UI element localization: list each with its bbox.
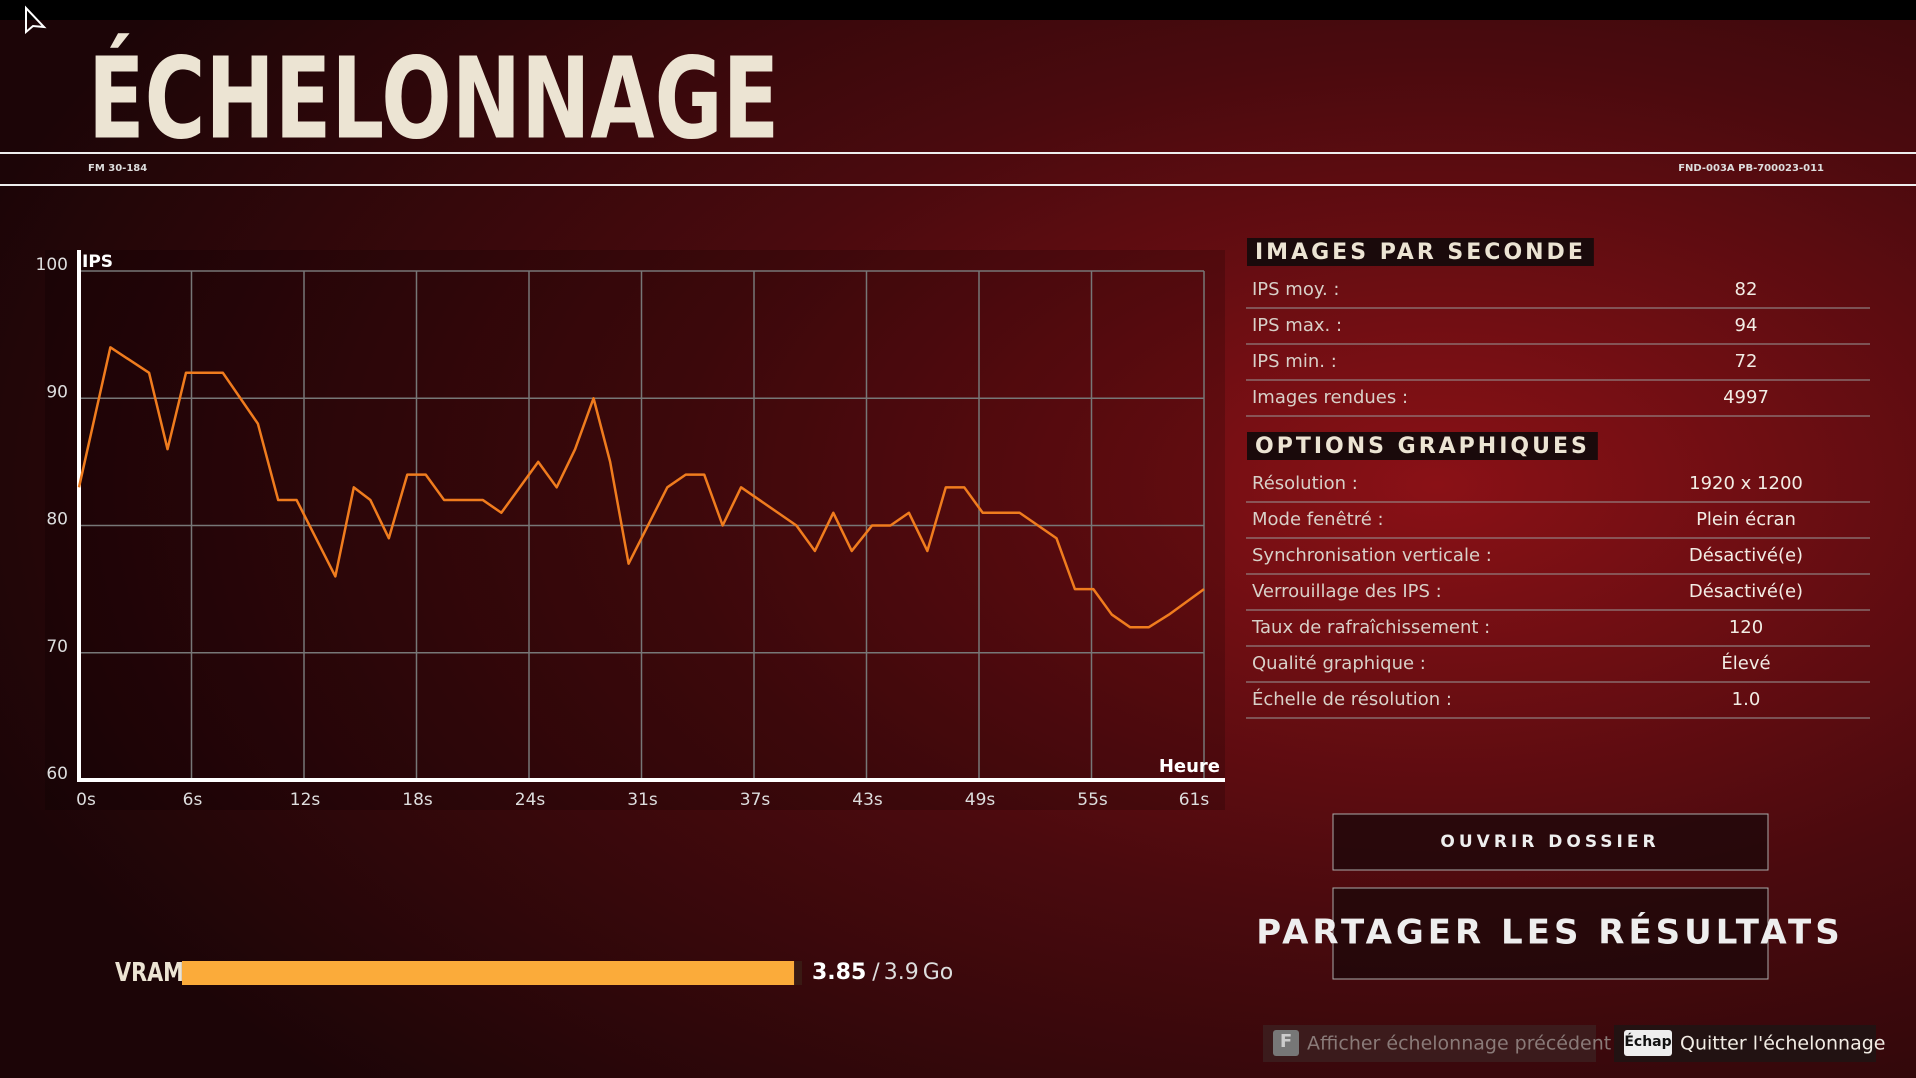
x-tick-label: 37s [740,790,771,810]
key-cap[interactable] [1624,1030,1672,1056]
key-cap[interactable] [1273,1030,1299,1056]
row-value: 1.0 [1732,689,1761,710]
section-header: IMAGES PAR SECONDE [1255,240,1586,265]
x-tick-label: 24s [515,790,546,810]
row-label: Résolution : [1252,473,1358,494]
row-value: Plein écran [1696,509,1796,530]
x-tick-label: 0s [76,790,96,810]
code-left: FM 30-184 [88,163,147,174]
row-value: Désactivé(e) [1689,545,1803,566]
top-bar [0,0,1916,20]
row-label: Mode fenêtré : [1252,509,1384,530]
row-label: Images rendues : [1252,387,1408,408]
x-tick-label: 12s [290,790,321,810]
x-axis-label: Heure [1159,756,1220,777]
y-tick-label: 60 [46,764,68,784]
row-label: Synchronisation verticale : [1252,545,1492,566]
row-value: 120 [1729,617,1763,638]
chart-panel [45,250,1225,810]
row-value: 82 [1735,279,1758,300]
vram-value: / [872,960,880,985]
row-value: 72 [1735,351,1758,372]
row-label: IPS min. : [1252,351,1337,372]
button-label[interactable]: OUVRIR DOSSIER [1440,832,1659,852]
section-header-bg [1247,432,1598,460]
page-title: ÉCHELONNAGE [88,34,779,165]
section-header-bg [1247,238,1594,266]
cursor [25,5,47,35]
vram-value: 3.9 [884,960,919,985]
row-label: IPS moy. : [1252,279,1339,300]
y-tick-label: 70 [46,637,68,657]
stats-panel: IMAGES PAR SECONDE IPS moy. : 82 IPS max. :… [1246,238,1870,719]
hint-label[interactable]: Quitter l'échelonnage [1680,1033,1885,1055]
x-tick-label: 6s [183,790,203,810]
vram-label: VRAM [115,957,184,988]
chart: 60 70 80 90 100 0s 6s 12s 18s 24s 31s 37s 43s 49s 55s 6… [36,250,1225,810]
hint-label[interactable]: Afficher échelonnage précédent [1307,1033,1611,1055]
row-label: Qualité graphique : [1252,653,1426,674]
button[interactable] [1332,887,1769,980]
key-label[interactable]: F [1280,1031,1292,1052]
row-label: Taux de rafraîchissement : [1251,617,1490,638]
vram-text: 3.85/3.9 Go [812,960,953,985]
row-value: 1920 x 1200 [1689,473,1803,494]
x-tick-label: 49s [965,790,996,810]
y-tick-label: 80 [46,510,68,530]
x-tick-label: 61s [1179,790,1210,810]
code-right: FND-003A PB-700023-011 [1678,163,1824,174]
row-value: 94 [1735,315,1758,336]
vram-value: 3.85 [812,960,866,985]
button-label[interactable]: PARTAGER LES RÉSULTATS [1256,912,1843,953]
x-tick-label: 31s [627,790,658,810]
x-tick-label: 55s [1077,790,1108,810]
row-value: Élevé [1721,652,1770,674]
row-label: IPS max. : [1252,315,1342,336]
key-label[interactable]: Échap [1624,1033,1671,1050]
vram: VRAM 3.85/3.9 Go [115,957,953,988]
fps-line [77,346,1205,629]
y-tick-label: 100 [36,255,68,275]
x-tick-label: 18s [402,790,433,810]
vram-value: Go [923,960,954,985]
footer: F Afficher échelonnage précédent Échap Quit… [1263,1025,1885,1062]
row-label: Échelle de résolution : [1252,688,1452,710]
button[interactable] [1332,813,1769,871]
y-axis-label: IPS [82,252,113,272]
section-header: OPTIONS GRAPHIQUES [1255,434,1590,459]
row-value: Désactivé(e) [1689,581,1803,602]
y-tick-label: 90 [46,382,68,402]
vram-bar [182,961,795,985]
row-label: Verrouillage des IPS : [1252,581,1442,602]
row-value: 4997 [1723,387,1769,408]
hint-bg[interactable] [1263,1025,1596,1062]
x-tick-label: 43s [852,790,883,810]
